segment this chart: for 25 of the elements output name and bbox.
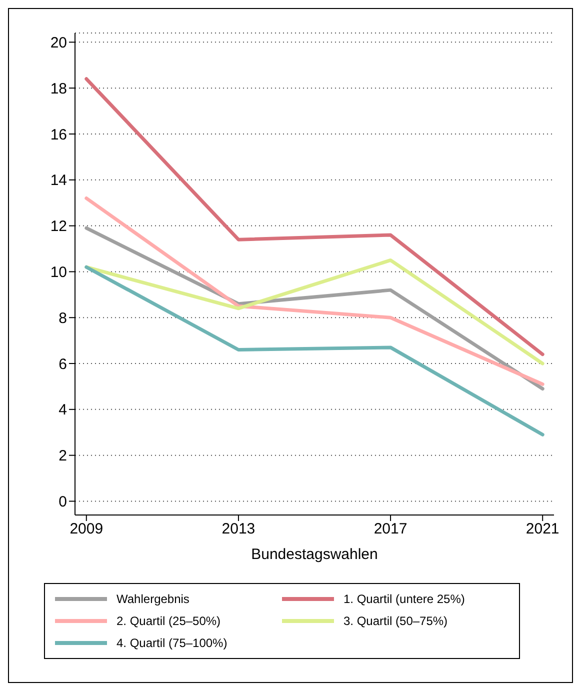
x-axis-title: Bundestagswahlen	[251, 546, 378, 563]
y-tick-label: 8	[58, 310, 67, 327]
legend-label: 1. Quartil (untere 25%)	[344, 592, 465, 606]
y-tick-label: 0	[58, 494, 67, 511]
legend-label: 2. Quartil (25–50%)	[116, 614, 221, 628]
y-tick-label: 12	[50, 218, 67, 236]
y-tick-label: 10	[50, 264, 67, 282]
y-tick-label: 4	[58, 402, 67, 419]
y-tick-label: 6	[58, 356, 67, 373]
x-tick-label: 2009	[70, 520, 104, 538]
line-series	[84, 258, 544, 366]
legend-label: 4. Quartil (75–100%)	[116, 636, 228, 650]
y-tick-label: 16	[50, 126, 67, 144]
line-series	[84, 265, 544, 436]
y-tick-label: 2	[58, 448, 67, 465]
line-series	[84, 196, 544, 386]
line-series	[84, 77, 544, 356]
legend-label: 3. Quartil (50–75%)	[344, 614, 448, 628]
legend-label: Wahlergebnis	[116, 592, 190, 606]
y-tick-label: 14	[50, 172, 67, 190]
y-tick-label: 20	[50, 34, 67, 52]
y-tick-label: 18	[50, 80, 67, 98]
x-tick-label: 2021	[526, 520, 560, 538]
x-tick-label: 2013	[222, 520, 256, 538]
x-tick-label: 2017	[374, 520, 408, 538]
